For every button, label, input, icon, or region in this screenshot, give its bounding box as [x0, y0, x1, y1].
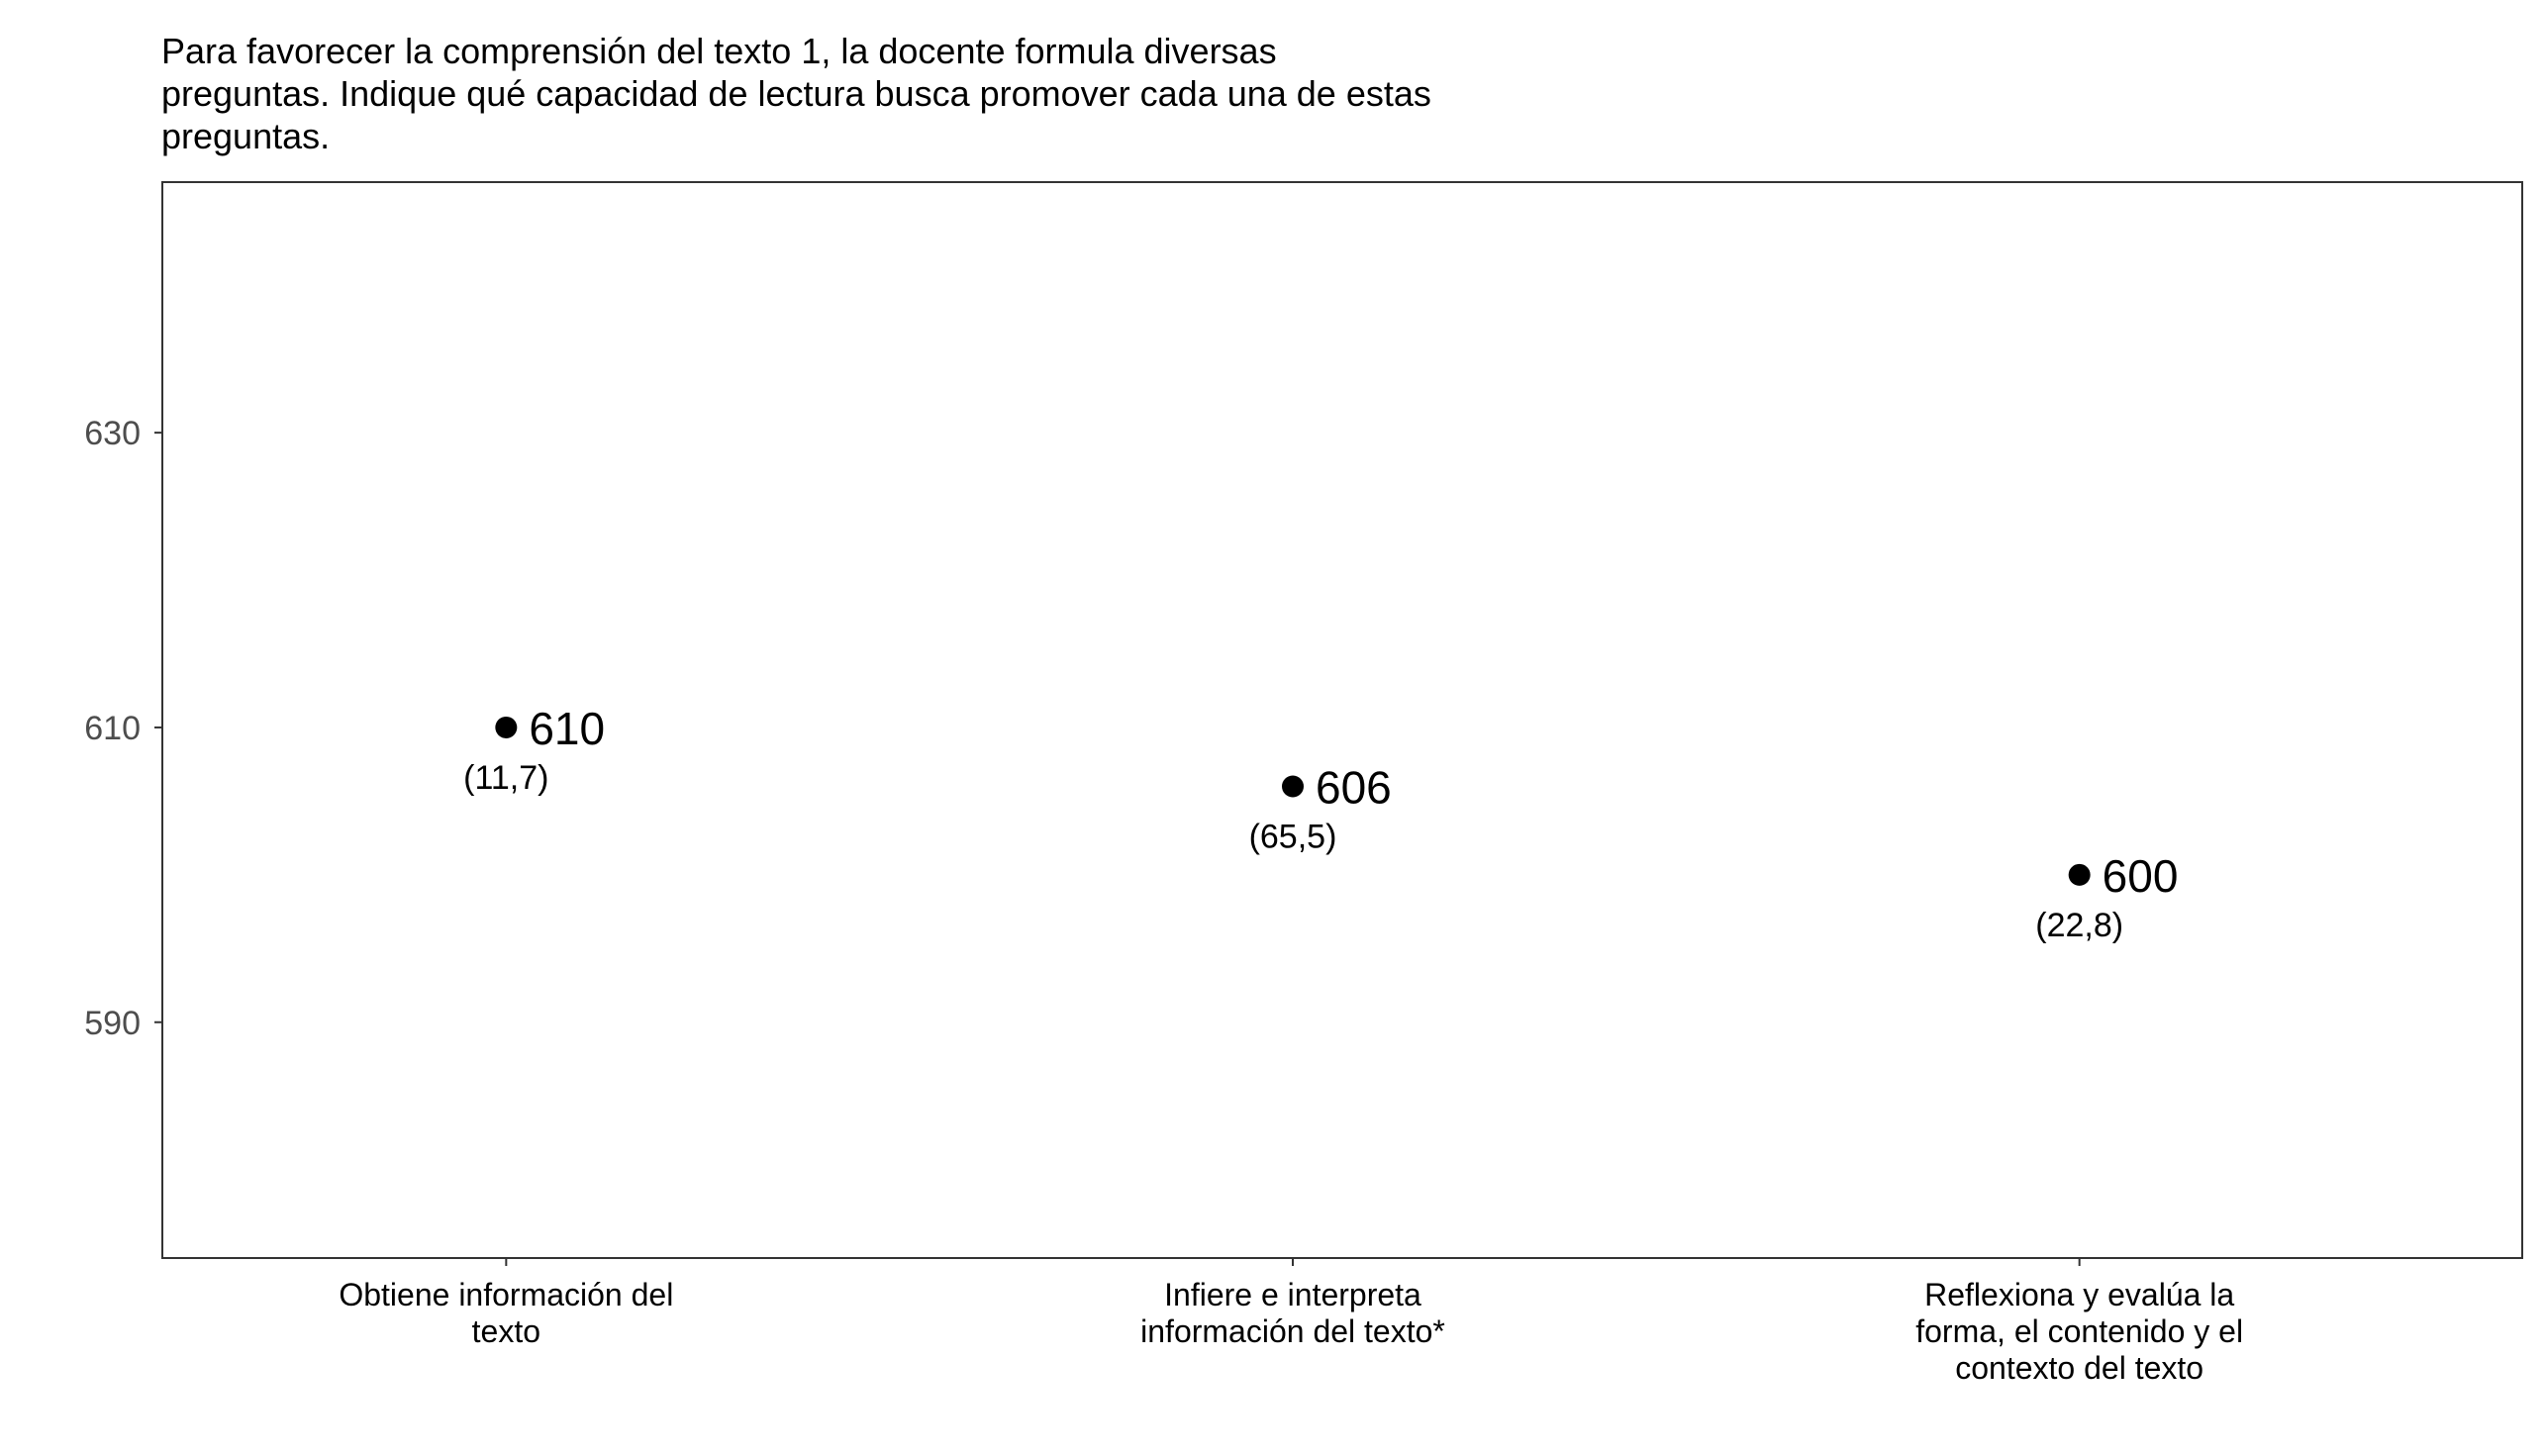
standard-error-label: (65,5): [1249, 819, 1337, 856]
data-value-label: 600: [2103, 850, 2179, 902]
plot-panel: [161, 181, 2523, 1259]
x-category-label: Obtiene información del: [339, 1277, 673, 1312]
x-category-label: Infiere e interpreta: [1164, 1277, 1421, 1312]
data-value-label: 610: [529, 703, 605, 754]
y-tick-label: 630: [84, 415, 141, 452]
x-category-label: forma, el contenido y el: [1915, 1313, 2243, 1349]
y-tick-label: 590: [84, 1005, 141, 1042]
x-category-label: contexto del texto: [1955, 1350, 2203, 1386]
chart-title-line: preguntas. Indique qué capacidad de lect…: [161, 73, 1431, 114]
y-tick-label: 610: [84, 710, 141, 747]
data-point: [2068, 863, 2091, 886]
x-category-label: información del texto*: [1140, 1313, 1445, 1349]
standard-error-label: (22,8): [2035, 907, 2123, 944]
data-point: [1282, 775, 1304, 798]
data-point: [495, 716, 518, 738]
data-value-label: 606: [1316, 762, 1392, 814]
x-category-label: texto: [472, 1313, 540, 1349]
standard-error-label: (11,7): [463, 759, 548, 797]
chart-title: Para favorecer la comprensión del texto …: [161, 31, 1431, 156]
x-category-label: Reflexiona y evalúa la: [1924, 1277, 2234, 1312]
data-points: 610 (11,7) 606 (65,5) 600 (22,8): [463, 703, 2178, 944]
y-axis: 590 610 630: [84, 415, 162, 1042]
chart-title-line: Para favorecer la comprensión del texto …: [161, 31, 1277, 71]
chart-title-line: preguntas.: [161, 116, 330, 156]
